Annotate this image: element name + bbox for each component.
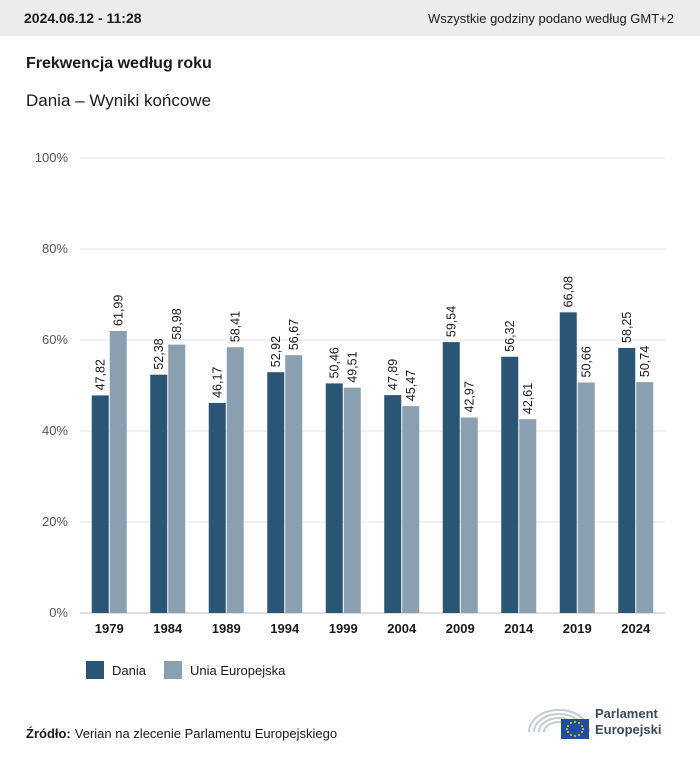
x-tick-label: 1999: [329, 621, 358, 636]
data-label: 50,46: [328, 347, 342, 378]
bar-dania: [325, 383, 343, 613]
parliament-emblem-icon: [528, 709, 590, 739]
data-label: 58,25: [620, 312, 634, 343]
x-tick-label: 2014: [504, 621, 534, 636]
bar-dania: [208, 402, 226, 613]
y-tick-label: 80%: [42, 241, 68, 256]
x-tick-label: 1984: [153, 621, 183, 636]
source-label: Źródło:: [26, 726, 71, 741]
data-label: 56,32: [503, 320, 517, 351]
data-label: 66,08: [562, 276, 576, 307]
bar-dania: [442, 342, 460, 613]
data-label: 42,61: [521, 383, 535, 414]
bar-dania: [150, 374, 168, 613]
bar-chart: 0% 20% 40% 60% 80% 100% 47,82 61,99 1979 52,38 58,…: [35, 150, 665, 636]
bar-eu: [460, 417, 478, 613]
logo-line-2: Europejski: [595, 722, 662, 737]
legend-swatch-dania: [86, 661, 104, 679]
data-label: 61,99: [112, 295, 126, 326]
top-bar: 2024.06.12 - 11:28 Wszystkie godziny pod…: [0, 0, 700, 36]
x-tick-label: 1994: [270, 621, 300, 636]
timestamp: 2024.06.12 - 11:28: [24, 10, 142, 26]
bar-eu: [636, 382, 654, 613]
y-tick-label: 60%: [42, 332, 68, 347]
legend-item-dania[interactable]: Dania: [86, 661, 146, 679]
bar-eu: [168, 344, 186, 613]
legend-swatch-eu: [163, 661, 182, 679]
legend-item-eu[interactable]: Unia Europejska: [163, 661, 286, 679]
x-tick-label: 1989: [212, 621, 241, 636]
chart-title: Frekwencja według roku: [26, 55, 212, 72]
timezone-note: Wszystkie godziny podano według GMT+2: [427, 10, 674, 26]
legend-label-eu: Unia Europejska: [189, 662, 286, 678]
data-label: 42,97: [463, 381, 477, 412]
x-tick-label: 1979: [95, 621, 124, 636]
data-label: 56,67: [287, 319, 301, 350]
bar-dania: [501, 356, 519, 613]
x-tick-label: 2004: [387, 621, 417, 636]
source-note: Źródło: Verian na zlecenie Parlamentu Eur…: [26, 726, 337, 741]
data-label: 59,54: [445, 306, 459, 337]
data-label: 52,92: [269, 336, 283, 367]
legend: Dania Unia Europejska: [86, 661, 303, 679]
legend-label-dania: Dania: [112, 662, 146, 678]
source-text: Verian na zlecenie Parlamentu Europejski…: [74, 726, 338, 741]
data-label: 47,89: [386, 359, 400, 390]
data-label: 50,66: [580, 346, 594, 377]
x-tick-label: 2024: [621, 621, 651, 636]
y-tick-label: 40%: [42, 423, 68, 438]
logo-text: Parlament Europejski: [595, 706, 661, 738]
data-label: 52,38: [152, 338, 166, 369]
parliament-logo[interactable]: Parlament Europejski: [527, 700, 677, 744]
data-label: 58,41: [229, 311, 243, 342]
logo-line-1: Parlament: [595, 706, 658, 721]
data-label: 50,74: [638, 346, 652, 377]
bar-dania: [559, 312, 577, 613]
y-tick-label: 20%: [42, 514, 68, 529]
bar-dania: [384, 395, 402, 613]
data-label: 45,47: [404, 370, 418, 401]
bar-dania: [618, 347, 636, 613]
bar-dania: [91, 395, 109, 613]
bar-eu: [519, 419, 537, 613]
chart-subtitle: Dania – Wyniki końcowe: [26, 91, 212, 110]
x-tick-label: 2009: [446, 621, 475, 636]
y-tick-label: 100%: [35, 150, 69, 165]
y-tick-label: 0%: [49, 605, 68, 620]
bar-dania: [267, 372, 285, 613]
bar-eu: [343, 387, 361, 613]
x-tick-label: 2019: [563, 621, 592, 636]
data-label: 49,51: [346, 351, 360, 382]
bar-eu: [109, 330, 127, 613]
bar-eu: [226, 347, 244, 613]
data-label: 47,82: [94, 359, 108, 390]
bar-eu: [285, 355, 303, 613]
data-label: 46,17: [211, 367, 225, 398]
bar-eu: [577, 382, 595, 613]
data-label: 58,98: [170, 308, 184, 339]
bar-eu: [402, 406, 420, 613]
